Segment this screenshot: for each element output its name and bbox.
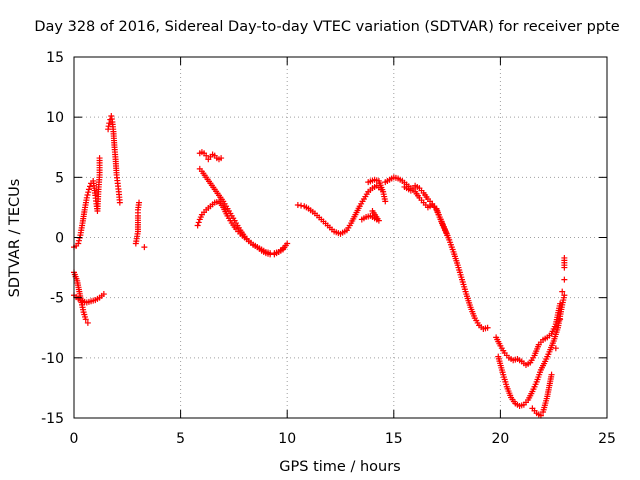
data-point bbox=[203, 152, 210, 159]
data-point bbox=[86, 183, 93, 190]
y-tick-label: 0 bbox=[55, 231, 64, 247]
y-tick-label: -10 bbox=[41, 351, 64, 367]
y-tick-label: 5 bbox=[55, 170, 64, 186]
y-tick-label: 15 bbox=[46, 50, 64, 66]
data-point bbox=[84, 191, 91, 198]
y-tick-label: 10 bbox=[46, 110, 64, 126]
x-axis-label: GPS time / hours bbox=[279, 459, 400, 475]
data-point bbox=[84, 319, 91, 326]
data-point bbox=[218, 155, 225, 162]
data-point bbox=[82, 316, 89, 323]
data-point bbox=[561, 254, 568, 261]
data-point bbox=[369, 208, 376, 215]
data-point bbox=[561, 292, 568, 299]
y-tick-label: -15 bbox=[41, 411, 64, 427]
data-point bbox=[548, 371, 555, 378]
x-tick-label: 20 bbox=[491, 431, 509, 447]
data-point bbox=[195, 219, 202, 226]
x-tick-label: 25 bbox=[598, 431, 616, 447]
data-point bbox=[382, 198, 389, 205]
data-point bbox=[279, 245, 286, 252]
data-point bbox=[85, 186, 92, 193]
data-point bbox=[75, 240, 82, 247]
data-points bbox=[71, 112, 568, 419]
data-point bbox=[284, 240, 291, 247]
x-tick-label: 5 bbox=[176, 431, 185, 447]
data-point bbox=[136, 199, 143, 206]
data-point bbox=[100, 291, 107, 298]
data-point bbox=[96, 155, 103, 162]
grid bbox=[74, 57, 607, 418]
data-point bbox=[194, 222, 201, 229]
data-point bbox=[141, 244, 148, 251]
x-tick-label: 15 bbox=[385, 431, 403, 447]
data-point bbox=[106, 120, 113, 127]
x-tick-label: 10 bbox=[278, 431, 296, 447]
data-point bbox=[85, 189, 92, 196]
x-tick-label: 0 bbox=[70, 431, 79, 447]
data-point bbox=[83, 194, 90, 201]
data-point bbox=[557, 316, 564, 323]
data-point bbox=[298, 202, 305, 209]
data-point bbox=[75, 237, 82, 244]
data-point bbox=[116, 199, 123, 206]
chart-title: Day 328 of 2016, Sidereal Day-to-day VTE… bbox=[34, 19, 619, 35]
axis-ticks: 0 5 10 15 20 25 -15 -10 -5 0 5 10 15 bbox=[41, 50, 616, 447]
y-axis-label: SDTVAR / TECUs bbox=[7, 179, 23, 298]
data-point bbox=[559, 288, 566, 295]
data-point bbox=[294, 202, 301, 209]
data-point bbox=[552, 345, 559, 352]
data-point bbox=[484, 324, 491, 331]
data-point bbox=[561, 276, 568, 283]
y-tick-label: -5 bbox=[50, 291, 64, 307]
data-point bbox=[444, 232, 451, 239]
